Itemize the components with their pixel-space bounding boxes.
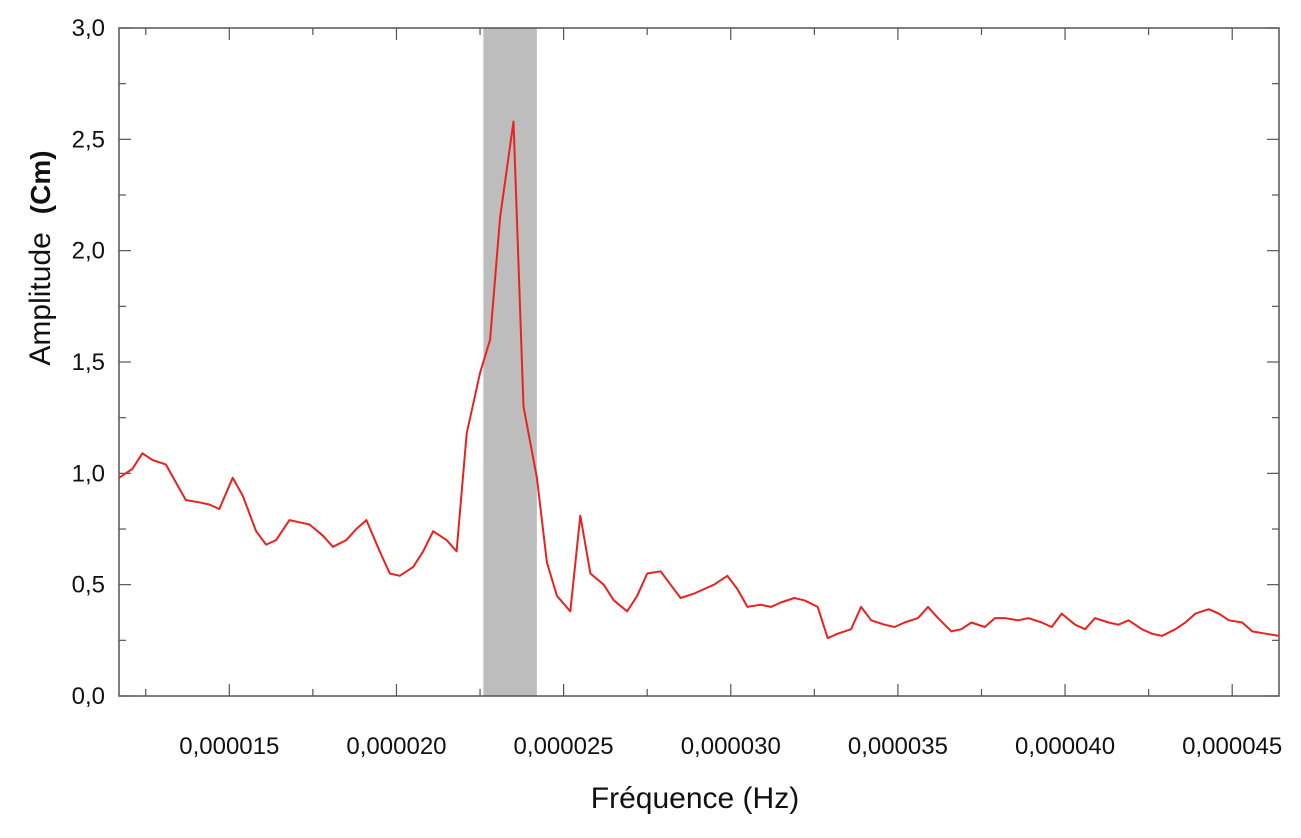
amplitude-series-line bbox=[118, 120, 1280, 640]
plot-frame bbox=[118, 27, 1280, 697]
x-tick-label: 0,000040 bbox=[1015, 733, 1115, 760]
plot-area-border bbox=[118, 27, 1280, 697]
y-axis-title-group: Amplitude (Cm) bbox=[24, 150, 57, 365]
x-tick-label: 0,000030 bbox=[681, 733, 781, 760]
y-axis-title-unit: (Cm) bbox=[25, 150, 56, 214]
tick-marks bbox=[119, 27, 1279, 697]
y-tick-label: 2,0 bbox=[72, 238, 105, 265]
highlight-band bbox=[483, 28, 537, 696]
x-tick-labels: 0,000015 0,000020 0,000025 0,000030 0,000035… bbox=[179, 733, 1282, 760]
y-tick-label: 0,5 bbox=[72, 572, 105, 599]
y-tick-label: 3,0 bbox=[72, 15, 105, 42]
y-tick-label: 2,5 bbox=[72, 126, 105, 153]
highlight-band-layer bbox=[483, 28, 537, 696]
y-axis-title-text: Amplitude bbox=[24, 232, 57, 365]
series-line-layer bbox=[118, 120, 1280, 640]
y-axis-title: Amplitude (Cm) bbox=[24, 150, 57, 365]
y-tick-label: 0,0 bbox=[72, 683, 105, 710]
x-axis-title: Fréquence (Hz) bbox=[591, 782, 799, 815]
y-tick-label: 1,0 bbox=[72, 460, 105, 487]
x-tick-label: 0,000025 bbox=[514, 733, 614, 760]
x-tick-label: 0,000015 bbox=[179, 733, 279, 760]
y-tick-label: 1,5 bbox=[72, 349, 105, 376]
x-tick-label: 0,000020 bbox=[346, 733, 446, 760]
y-tick-labels: 0,0 0,5 1,0 1,5 2,0 2,5 3,0 bbox=[72, 15, 105, 710]
x-tick-label: 0,000045 bbox=[1182, 733, 1282, 760]
x-tick-label: 0,000035 bbox=[848, 733, 948, 760]
